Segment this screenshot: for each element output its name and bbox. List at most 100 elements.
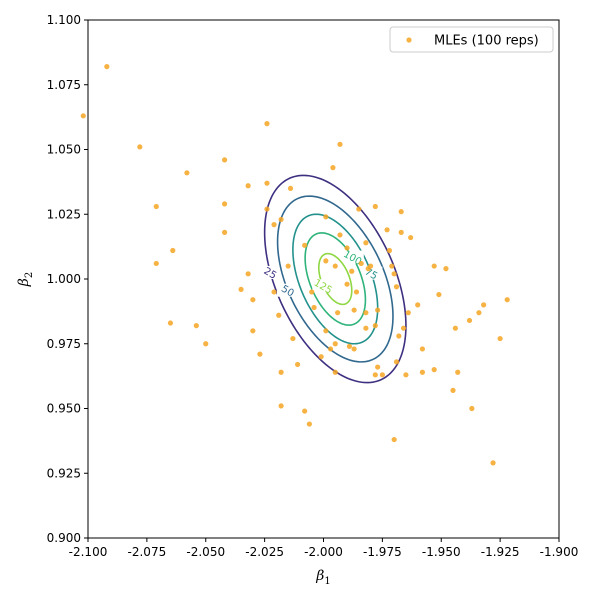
data-point [351, 346, 357, 352]
data-point [271, 222, 277, 228]
data-point [396, 333, 402, 339]
x-tick-label: -1.975 [363, 545, 402, 559]
data-point [306, 421, 312, 427]
data-point [344, 281, 350, 287]
y-axis-label: β2 [16, 272, 35, 287]
data-point [368, 263, 374, 269]
data-point [332, 341, 338, 347]
data-point [389, 263, 395, 269]
data-point [455, 369, 461, 375]
data-point [351, 307, 357, 313]
data-point [167, 320, 174, 326]
contour-label-bg [259, 265, 282, 279]
data-point [497, 335, 503, 342]
data-point [335, 310, 341, 316]
data-point [203, 341, 209, 347]
data-point [290, 335, 296, 342]
data-point [405, 310, 411, 316]
data-point [184, 170, 190, 176]
data-point [285, 263, 291, 269]
contour-label-bg [276, 283, 299, 297]
data-point [287, 185, 294, 191]
data-point [264, 180, 270, 186]
contour-label-bg [341, 250, 364, 264]
data-point [476, 310, 482, 316]
data-point [372, 203, 378, 210]
y-tick-label: 1.000 [47, 272, 81, 286]
contour-label-25: 25 [262, 266, 279, 282]
y-tick-label: 0.925 [47, 466, 81, 480]
data-point [257, 351, 263, 357]
data-point [245, 183, 251, 189]
data-point [153, 203, 159, 210]
data-point [372, 372, 378, 378]
y-axis-ticks: 0.900 0.925 0.950 0.975 1.000 1.025 1.050 1.075… [47, 13, 88, 545]
data-point [276, 312, 282, 318]
y-tick-label: 1.025 [47, 207, 81, 221]
data-point [443, 266, 449, 272]
data-point [403, 372, 409, 378]
data-point [278, 403, 284, 409]
data-point [346, 343, 352, 349]
data-point [481, 302, 487, 308]
data-point [419, 369, 426, 375]
data-point [384, 227, 390, 233]
data-point [469, 405, 475, 412]
data-point [379, 372, 385, 378]
data-point [353, 289, 360, 295]
x-tick-label: -2.100 [69, 545, 108, 559]
data-point [436, 291, 442, 298]
data-point [431, 367, 437, 373]
data-point [193, 323, 199, 329]
data-point [278, 216, 284, 223]
x-tick-label: -2.075 [128, 545, 167, 559]
y-tick-label: 1.075 [47, 78, 81, 92]
data-point [363, 310, 369, 316]
data-point [330, 165, 336, 171]
data-point [309, 289, 315, 295]
data-point [250, 297, 256, 303]
data-point [250, 328, 256, 334]
data-point [415, 302, 421, 308]
data-point [264, 206, 270, 212]
contour-label-bg [360, 266, 383, 280]
contour-line-75 [292, 213, 379, 345]
contour-label-bg [312, 279, 335, 293]
y-tick-label: 0.975 [47, 337, 81, 351]
x-tick-label: -2.025 [245, 545, 284, 559]
data-point [327, 346, 334, 352]
data-point [332, 369, 338, 375]
data-point [238, 286, 244, 292]
data-point [431, 263, 437, 269]
data-point [302, 408, 308, 414]
data-point [375, 364, 381, 370]
data-point [372, 323, 378, 329]
data-point [104, 64, 110, 70]
x-tick-label: -2.000 [304, 545, 343, 559]
data-point [398, 229, 404, 235]
data-point [137, 144, 143, 150]
data-point [323, 258, 329, 264]
plot-frame [87, 19, 560, 539]
y-tick-label: 1.100 [47, 13, 81, 27]
data-point [323, 214, 329, 220]
y-tick-label: 1.050 [47, 143, 81, 157]
data-point [391, 436, 397, 443]
x-tick-label: -1.900 [540, 545, 579, 559]
data-point [245, 271, 251, 277]
data-point [344, 245, 350, 251]
legend: MLEs (100 reps) [389, 26, 554, 53]
data-point [332, 263, 338, 269]
data-point [323, 328, 329, 334]
data-point [393, 359, 400, 365]
data-point [349, 268, 355, 274]
data-point [337, 141, 343, 147]
data-point [466, 317, 473, 324]
data-point [450, 387, 456, 393]
data-point [294, 361, 301, 368]
data-point [311, 304, 317, 311]
data-point [386, 247, 393, 254]
data-point [391, 271, 397, 277]
contour-line-25 [263, 174, 407, 384]
